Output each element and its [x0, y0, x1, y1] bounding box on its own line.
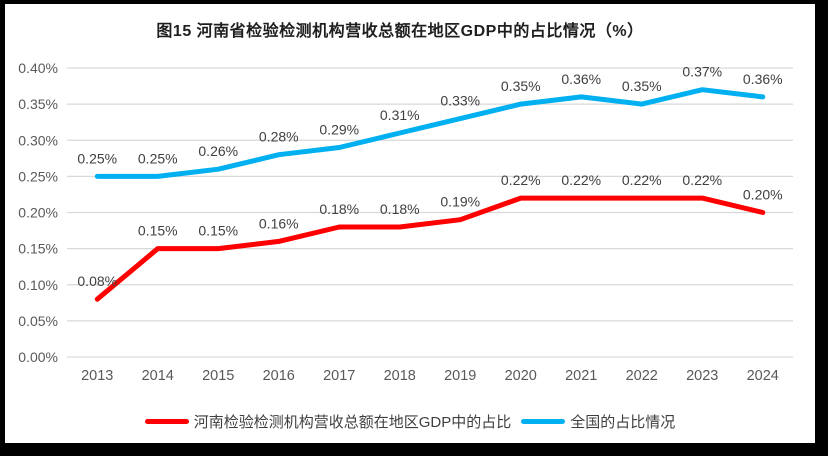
- data-label: 0.20%: [743, 187, 783, 203]
- data-label: 0.36%: [561, 71, 601, 87]
- legend-item-national: 全国的占比情况: [521, 411, 675, 432]
- data-label: 0.18%: [319, 201, 359, 217]
- data-label: 0.35%: [501, 78, 541, 94]
- y-tick-label: 0.10%: [18, 277, 58, 293]
- x-tick-label: 2022: [626, 368, 658, 384]
- x-tick-label: 2017: [323, 368, 355, 384]
- y-tick-label: 0.20%: [18, 205, 58, 221]
- legend-label-national: 全国的占比情况: [570, 414, 676, 431]
- x-tick-label: 2013: [81, 368, 113, 384]
- data-label: 0.28%: [259, 129, 299, 145]
- data-label: 0.22%: [501, 172, 541, 188]
- chart-legend: 河南检验检测机构营收总额在地区GDP中的占比 全国的占比情况: [5, 411, 815, 432]
- henan-line-swatch-icon: [144, 419, 189, 424]
- data-label: 0.26%: [198, 143, 238, 159]
- data-label: 0.29%: [319, 121, 359, 137]
- line-chart: 0.00% 0.05% 0.10% 0.15% 0.20% 0.25% 0.30% 0.35%…: [18, 60, 793, 384]
- y-tick-label: 0.30%: [18, 132, 58, 148]
- data-label: 0.16%: [259, 215, 299, 231]
- data-label: 0.08%: [77, 273, 117, 289]
- x-tick-label: 2018: [384, 368, 416, 384]
- data-label: 0.15%: [138, 223, 178, 239]
- y-tick-label: 0.35%: [18, 96, 58, 112]
- x-tick-label: 2023: [686, 368, 718, 384]
- data-label: 0.22%: [682, 172, 722, 188]
- x-tick-label: 2020: [505, 368, 537, 384]
- y-tick-label: 0.00%: [18, 349, 58, 365]
- data-label: 0.37%: [682, 64, 722, 80]
- x-tick-label: 2014: [142, 368, 174, 384]
- data-label: 0.15%: [198, 223, 238, 239]
- chart-canvas: 图15 河南省检验检测机构营收总额在地区GDP中的占比情况（%） 0.00% 0.…: [5, 4, 815, 443]
- data-label: 0.25%: [77, 150, 117, 166]
- series-line: [94, 195, 766, 302]
- data-label: 0.22%: [622, 172, 662, 188]
- series-line: [94, 87, 766, 179]
- x-tick-label: 2016: [263, 368, 295, 384]
- national-line-swatch-icon: [521, 419, 566, 424]
- data-label: 0.36%: [743, 71, 783, 87]
- x-tick-label: 2019: [444, 368, 476, 384]
- data-label: 0.22%: [561, 172, 601, 188]
- x-tick-label: 2021: [565, 368, 597, 384]
- legend-item-henan: 河南检验检测机构营收总额在地区GDP中的占比: [144, 411, 512, 432]
- y-tick-label: 0.05%: [18, 313, 58, 329]
- data-label: 0.25%: [138, 150, 178, 166]
- y-tick-label: 0.40%: [18, 60, 58, 76]
- data-label: 0.18%: [380, 201, 420, 217]
- data-label: 0.33%: [440, 93, 480, 109]
- x-tick-label: 2024: [747, 368, 779, 384]
- chart-title: 图15 河南省检验检测机构营收总额在地区GDP中的占比情况（%）: [156, 23, 644, 40]
- x-tick-label: 2015: [202, 368, 234, 384]
- y-tick-label: 0.25%: [18, 168, 58, 184]
- data-label: 0.19%: [440, 194, 480, 210]
- y-tick-label: 0.15%: [18, 241, 58, 257]
- legend-label-henan: 河南检验检测机构营收总额在地区GDP中的占比: [193, 414, 512, 431]
- data-label: 0.31%: [380, 107, 420, 123]
- data-label: 0.35%: [622, 78, 662, 94]
